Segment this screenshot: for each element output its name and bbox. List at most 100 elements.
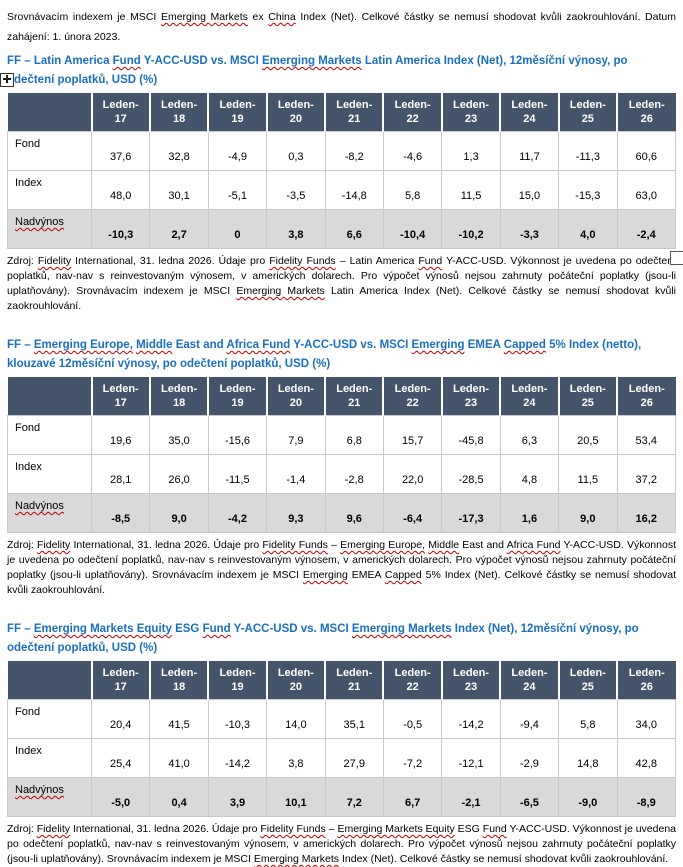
column-header[interactable]: Leden- 25 [557,93,618,132]
value-cell[interactable]: 4,8 [499,454,560,494]
value-cell[interactable]: 4,0 [558,209,618,249]
column-header[interactable]: Leden- 22 [382,377,442,416]
value-cell[interactable]: 6,3 [499,415,560,455]
value-cell[interactable]: 11,7 [499,131,560,171]
value-cell[interactable]: -3,5 [266,170,326,210]
column-header[interactable]: Leden- 24 [499,661,559,700]
value-cell[interactable]: -3,3 [499,209,560,249]
value-cell[interactable]: 7,9 [266,415,326,455]
value-cell[interactable]: 1,6 [499,493,560,533]
value-cell[interactable]: -2,1 [441,777,501,817]
value-cell[interactable]: 37,6 [90,131,151,171]
column-header[interactable]: Leden- 22 [382,661,442,700]
row-label[interactable]: Nadvýnos [7,493,92,533]
row-label[interactable]: Fond [7,415,92,455]
value-cell[interactable]: -5,1 [207,170,268,210]
section-heading[interactable]: FF – Latin America Fund Y-ACC-USD vs. MS… [0,52,676,90]
column-header[interactable]: Leden- 19 [207,661,267,700]
value-cell[interactable]: -8,9 [616,777,677,817]
value-cell[interactable]: 48,0 [90,170,151,210]
value-cell[interactable]: 7,2 [324,777,384,817]
value-cell[interactable]: -11,3 [558,131,618,171]
source-paragraph[interactable]: Zdroj: Fidelity International, 31. ledna… [7,822,676,867]
value-cell[interactable]: -6,5 [499,777,560,817]
value-cell[interactable]: -28,5 [441,454,501,494]
value-cell[interactable]: 20,4 [90,699,151,739]
performance-table-emerging-markets-esg[interactable]: Leden- 17 Leden- 18 Leden- 19 Leden- 20 Leden- 21… [7,661,677,817]
source-paragraph[interactable]: Zdroj: Fidelity International, 31. ledna… [7,538,676,598]
value-cell[interactable]: 9,0 [558,493,618,533]
value-cell[interactable]: 25,4 [90,738,151,778]
value-cell[interactable]: 0,4 [149,777,209,817]
value-cell[interactable]: 15,7 [382,415,443,455]
value-cell[interactable]: 6,7 [382,777,443,817]
value-cell[interactable]: 3,8 [266,738,326,778]
column-header[interactable]: Leden- 18 [148,661,209,700]
value-cell[interactable]: -10,4 [382,209,443,249]
row-label[interactable]: Nadvýnos [7,777,92,817]
value-cell[interactable]: 53,4 [616,415,677,455]
corner-cell[interactable] [7,377,92,416]
column-header[interactable]: Leden- 19 [207,377,267,416]
column-header[interactable]: Leden- 18 [148,93,209,132]
column-header[interactable]: Leden- 20 [265,377,326,416]
value-cell[interactable]: 0 [207,209,268,249]
value-cell[interactable]: 11,5 [558,454,618,494]
column-header[interactable]: Leden- 26 [616,661,676,700]
value-cell[interactable]: 14,8 [558,738,618,778]
intro-paragraph[interactable]: Srovnávacím indexem je MSCI Emerging Mar… [7,7,676,47]
value-cell[interactable]: 6,8 [324,415,384,455]
value-cell[interactable]: 35,0 [149,415,209,455]
value-cell[interactable]: -10,2 [441,209,501,249]
row-label[interactable]: Index [7,738,92,778]
value-cell[interactable]: 34,0 [616,699,677,739]
column-header[interactable]: Leden- 23 [440,93,501,132]
value-cell[interactable]: 42,8 [616,738,677,778]
value-cell[interactable]: -4,9 [207,131,268,171]
value-cell[interactable]: 35,1 [324,699,384,739]
value-cell[interactable]: -17,3 [441,493,501,533]
corner-cell[interactable] [7,93,92,132]
row-label[interactable]: Nadvýnos [7,209,92,249]
column-header[interactable]: Leden- 21 [324,377,384,416]
column-header[interactable]: Leden- 17 [90,377,150,416]
value-cell[interactable]: -12,1 [441,738,501,778]
value-cell[interactable]: 32,8 [149,131,209,171]
value-cell[interactable]: 1,3 [441,131,501,171]
value-cell[interactable]: 9,3 [266,493,326,533]
table-move-handle-icon[interactable] [0,73,14,87]
value-cell[interactable]: 37,2 [616,454,677,494]
value-cell[interactable]: 3,9 [207,777,268,817]
column-header[interactable]: Leden- 23 [440,661,501,700]
value-cell[interactable]: 10,1 [266,777,326,817]
value-cell[interactable]: 41,5 [149,699,209,739]
column-header[interactable]: Leden- 18 [148,377,209,416]
column-header[interactable]: Leden- 24 [499,377,559,416]
column-header[interactable]: Leden- 24 [499,93,559,132]
column-header[interactable]: Leden- 23 [440,377,501,416]
value-cell[interactable]: -14,2 [441,699,501,739]
value-cell[interactable]: -2,4 [616,209,677,249]
column-header[interactable]: Leden- 26 [616,377,676,416]
section-heading[interactable]: FF – Emerging Europe, Middle East and Af… [7,336,676,374]
value-cell[interactable]: 20,5 [558,415,618,455]
row-label[interactable]: Index [7,170,92,210]
value-cell[interactable]: -9,4 [499,699,560,739]
column-header[interactable]: Leden- 20 [265,661,326,700]
value-cell[interactable]: 22,0 [382,454,443,494]
value-cell[interactable]: 15,0 [499,170,560,210]
value-cell[interactable]: 26,0 [149,454,209,494]
column-header[interactable]: Leden- 25 [557,661,618,700]
row-label[interactable]: Fond [7,699,92,739]
value-cell[interactable]: -8,2 [324,131,384,171]
row-label[interactable]: Fond [7,131,92,171]
value-cell[interactable]: -2,9 [499,738,560,778]
value-cell[interactable]: -4,6 [382,131,443,171]
value-cell[interactable]: -9,0 [558,777,618,817]
row-label[interactable]: Index [7,454,92,494]
value-cell[interactable]: -2,8 [324,454,384,494]
corner-cell[interactable] [7,661,92,700]
column-header[interactable]: Leden- 26 [616,93,676,132]
column-header[interactable]: Leden- 20 [265,93,326,132]
value-cell[interactable]: 14,0 [266,699,326,739]
